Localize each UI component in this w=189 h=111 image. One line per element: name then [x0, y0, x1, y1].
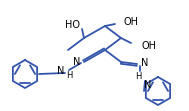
- Text: OH: OH: [141, 41, 156, 51]
- Text: N: N: [57, 66, 64, 76]
- Text: H: H: [66, 70, 72, 79]
- Text: N: N: [141, 58, 148, 68]
- Text: H: H: [135, 71, 141, 80]
- Text: N: N: [73, 57, 80, 67]
- Text: N: N: [144, 80, 151, 90]
- Text: HO: HO: [65, 20, 80, 30]
- Text: OH: OH: [123, 17, 138, 27]
